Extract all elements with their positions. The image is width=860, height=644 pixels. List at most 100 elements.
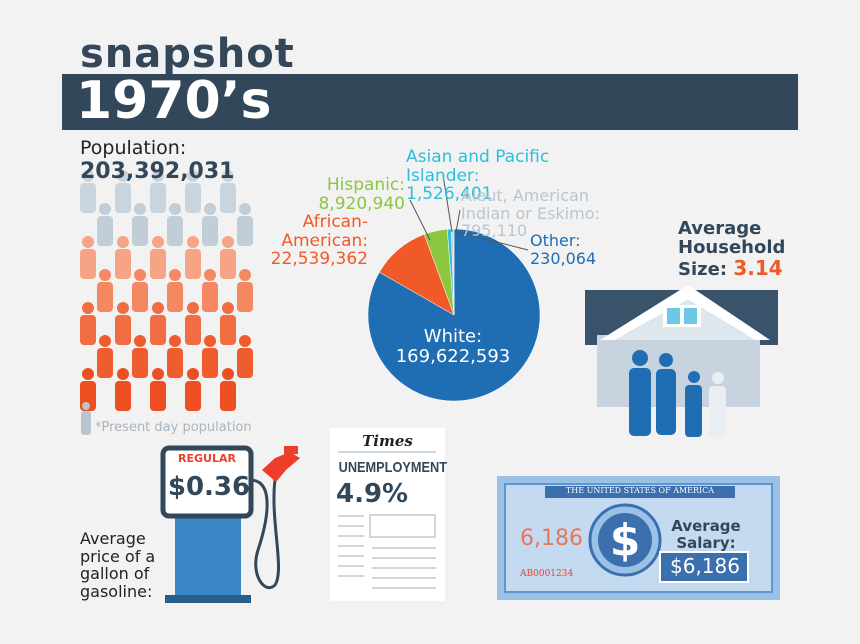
person-head	[239, 203, 251, 215]
salary-label: Average Salary:	[671, 517, 741, 552]
person-body	[80, 183, 96, 213]
person-body	[202, 216, 218, 246]
bill-banner: THE UNITED STATES OF AMERICA	[565, 486, 715, 495]
person-icon	[97, 269, 113, 312]
population-label: Population:	[80, 137, 187, 159]
person-head	[134, 203, 146, 215]
person-head	[117, 170, 129, 182]
pie-category: African-American:	[281, 212, 368, 251]
person-icon	[150, 368, 166, 411]
person-icon	[115, 236, 131, 279]
person-head	[187, 302, 199, 314]
person-icon	[220, 170, 236, 213]
person-icon	[185, 302, 201, 345]
pie-label: Aleut, American Indian or Eskimo: 795,11…	[461, 187, 611, 240]
person-head	[99, 269, 111, 281]
person-icon	[150, 302, 166, 345]
bill-value: 6,186	[520, 526, 583, 551]
person-icon	[150, 236, 166, 279]
news-headline: UNEMPLOYMENT	[338, 459, 447, 476]
person-icon	[80, 236, 96, 279]
person-head	[204, 335, 216, 347]
pie-value-label: 795,110	[461, 221, 528, 241]
person-icon	[132, 335, 148, 378]
person-body	[237, 282, 253, 312]
news-masthead: Times	[362, 432, 413, 450]
person-head	[152, 302, 164, 314]
person-head	[134, 269, 146, 281]
person-body	[97, 216, 113, 246]
person-icon	[185, 368, 201, 411]
person-head	[169, 203, 181, 215]
person-icon	[185, 236, 201, 279]
people-grid	[80, 170, 253, 411]
person-icon	[220, 368, 236, 411]
person-icon	[80, 302, 96, 345]
person-body	[202, 282, 218, 312]
person-head	[82, 236, 94, 248]
person-head	[117, 302, 129, 314]
person-icon	[167, 269, 183, 312]
salary-value: $6,186	[670, 554, 740, 578]
title-bar	[62, 74, 798, 130]
kicker: snapshot	[80, 31, 295, 77]
person-icon	[202, 203, 218, 246]
newspaper	[330, 428, 445, 601]
person-head	[169, 335, 181, 347]
house	[585, 285, 778, 437]
person-body	[167, 282, 183, 312]
person-body	[150, 249, 166, 279]
person-head	[222, 368, 234, 380]
leader-lines	[409, 174, 529, 251]
person-body	[237, 348, 253, 378]
person-icon	[237, 335, 253, 378]
person-icon	[132, 269, 148, 312]
person-body	[97, 282, 113, 312]
population-note: *Present day population	[95, 420, 252, 435]
person-icon	[185, 170, 201, 213]
person-head	[117, 368, 129, 380]
person-head	[222, 302, 234, 314]
pie-value-label: 1,526,401	[406, 184, 493, 205]
pie-label: Other: 230,064	[530, 232, 596, 267]
pie	[367, 228, 541, 402]
person-head	[99, 335, 111, 347]
person-body	[132, 282, 148, 312]
person-body	[185, 381, 201, 411]
person-head	[204, 269, 216, 281]
pie-value-label: 8,920,940	[318, 193, 405, 214]
person-head	[239, 335, 251, 347]
person-icon	[167, 335, 183, 378]
person-icon	[115, 302, 131, 345]
person-icon	[150, 170, 166, 213]
person-body	[150, 381, 166, 411]
pie-label: African-American: 22,539,362	[258, 213, 368, 269]
person-head	[222, 170, 234, 182]
person-body	[237, 216, 253, 246]
dollar-bill: $	[497, 476, 780, 600]
person-icon	[202, 335, 218, 378]
person-body	[115, 381, 131, 411]
person-body	[185, 315, 201, 345]
person-icon	[115, 170, 131, 213]
person-head	[239, 269, 251, 281]
household: Average Household Size: 3.14	[678, 218, 798, 280]
gas-price: $0.36	[167, 472, 251, 502]
person-icon	[115, 368, 131, 411]
household-label: Average Household Size:	[678, 218, 786, 280]
pie-category: Other:	[530, 231, 581, 250]
person-head	[82, 368, 94, 380]
person-body	[150, 183, 166, 213]
person-head	[99, 203, 111, 215]
pie-slice	[453, 228, 455, 316]
person-head	[222, 236, 234, 248]
person-head	[152, 236, 164, 248]
pie-label: Asian and Pacific Islander: 1,526,401	[406, 148, 566, 204]
person-icon	[220, 236, 236, 279]
person-body	[185, 183, 201, 213]
pie-category: Aleut, American Indian or Eskimo:	[461, 186, 600, 223]
gas-label: Average price of a gallon of gasoline:	[80, 529, 156, 601]
pie-category: Hispanic:	[326, 175, 405, 195]
